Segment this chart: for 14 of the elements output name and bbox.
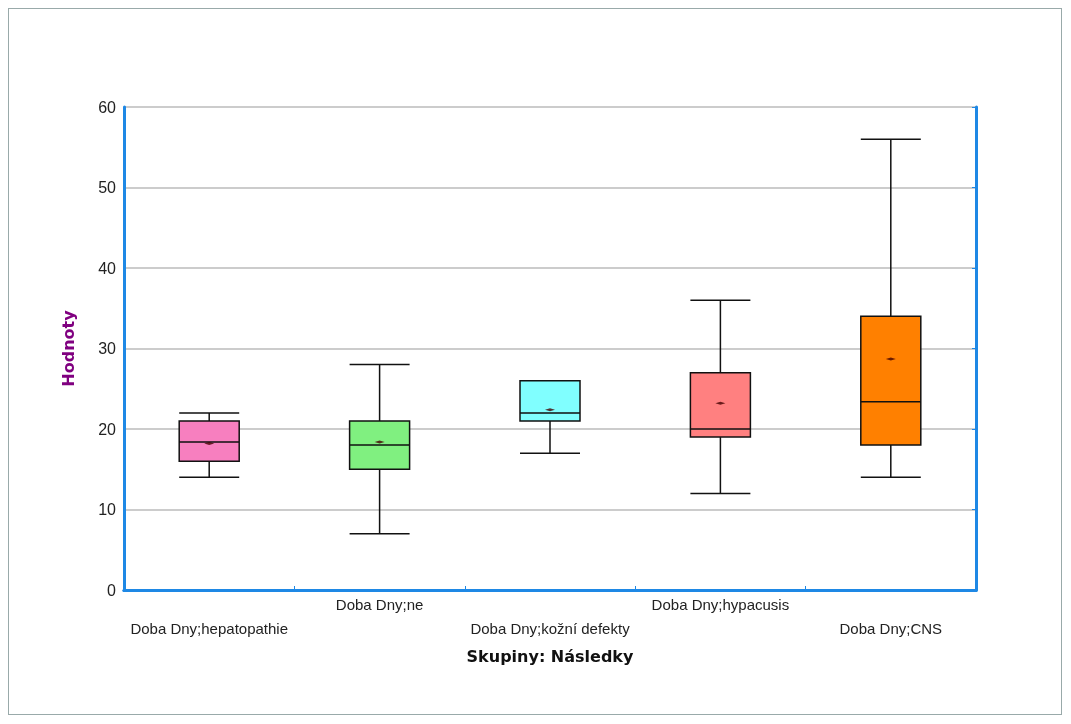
- y-tick-label: 40: [98, 259, 117, 277]
- y-axis-title: Hodnoty: [58, 309, 78, 387]
- y-tick-label: 0: [107, 581, 117, 599]
- x-tick-label: Doba Dny;ne: [335, 595, 424, 613]
- y-tick-label: 50: [98, 179, 117, 196]
- x-tick-label: Doba Dny;hypacusis: [651, 595, 790, 613]
- x-tick-label: Doba Dny;kožní defekty: [470, 619, 631, 637]
- x-tick-label: Doba Dny;hepatopathie: [130, 619, 289, 637]
- y-tick-label: 60: [98, 98, 117, 116]
- x-axis-title: Skupiny: Následky: [466, 646, 634, 666]
- x-tick-label: Doba Dny;CNS: [839, 619, 943, 637]
- y-tick-label: 10: [98, 501, 117, 518]
- y-tick-label: 20: [98, 420, 117, 438]
- y-tick-label: 30: [98, 340, 117, 357]
